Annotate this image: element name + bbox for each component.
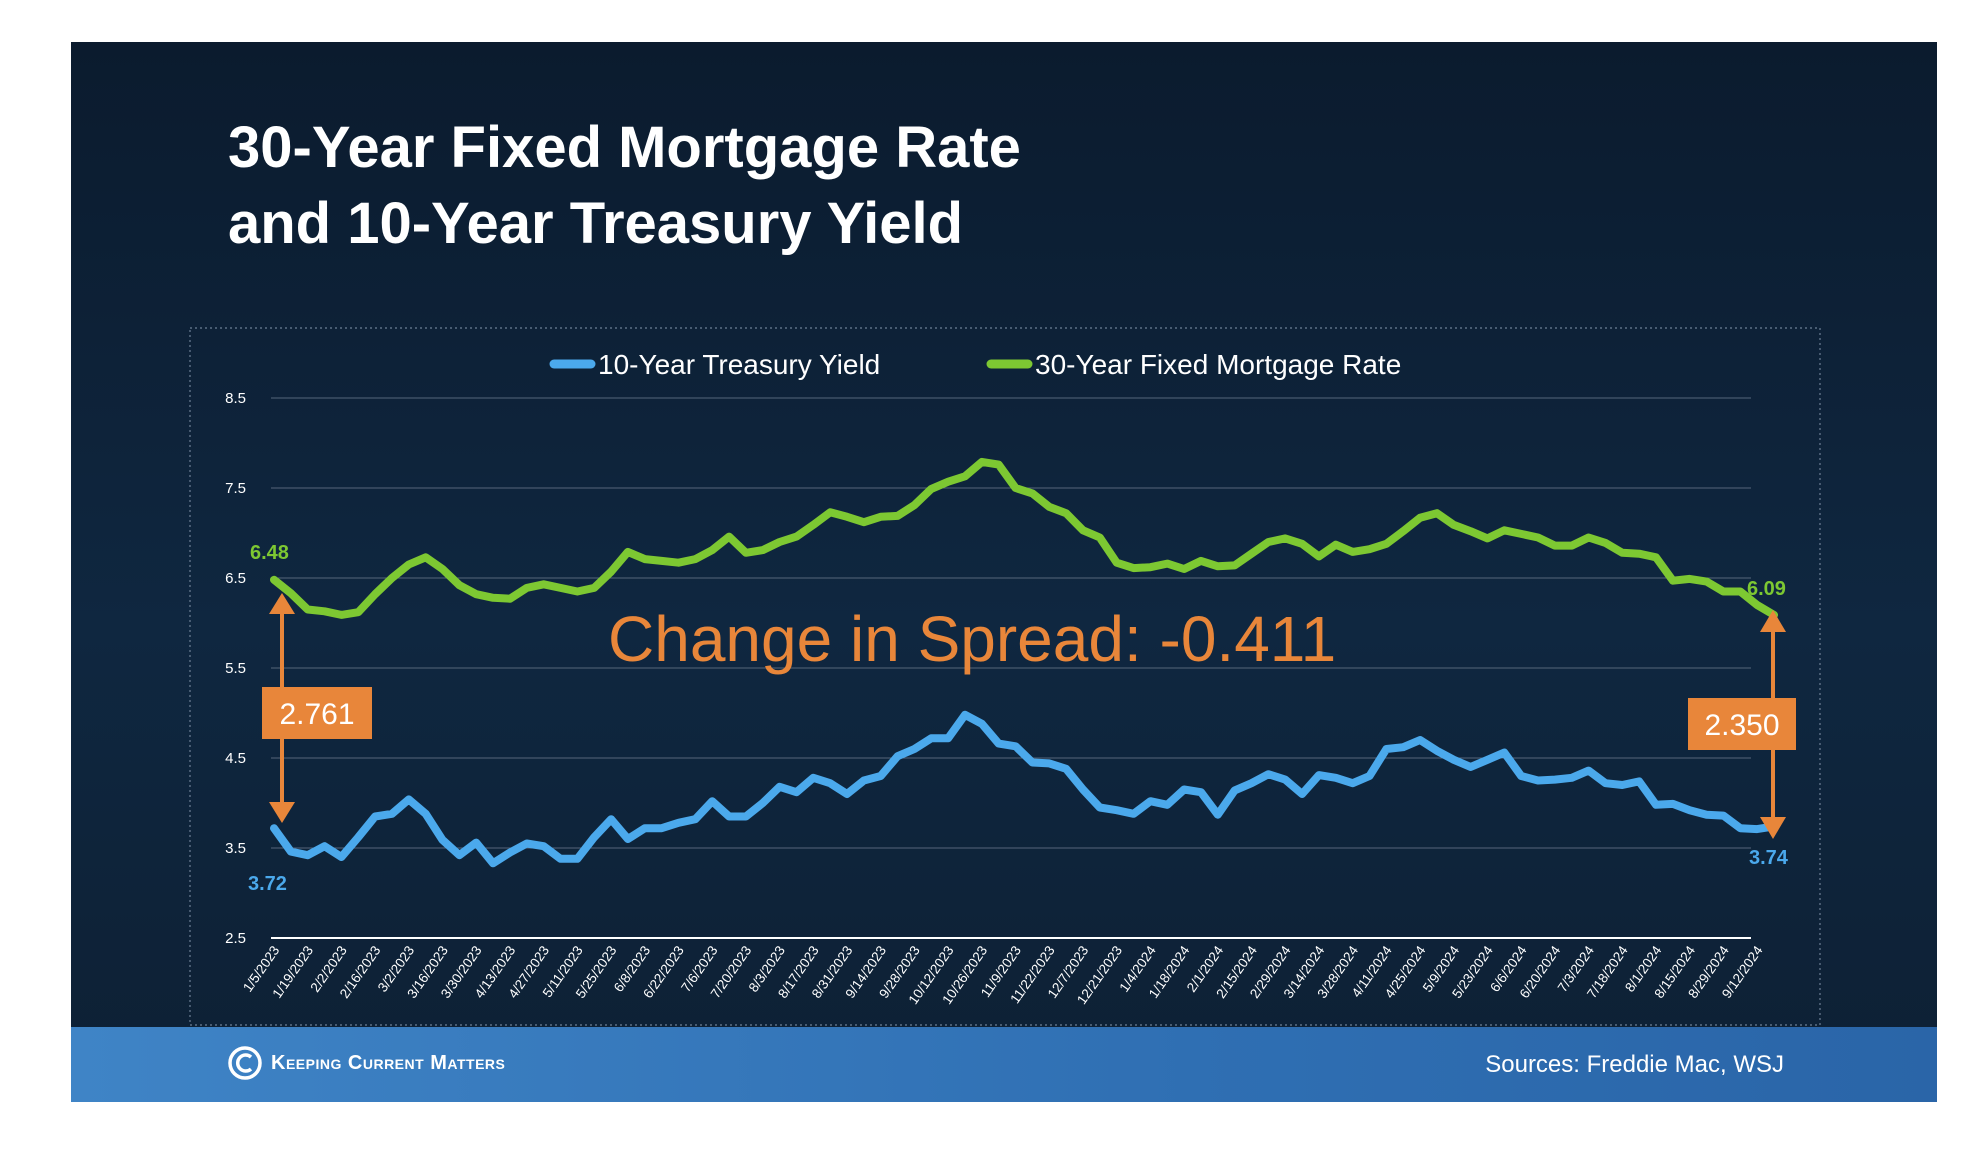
title-line-2: and 10-Year Treasury Yield [228,191,964,256]
spread-end-value: 2.350 [1704,709,1779,742]
logo: Keeping Current Matters [227,1045,505,1081]
legend-label-treasury: 10-Year Treasury Yield [598,349,880,380]
series-line-treasury [270,710,1778,868]
mortgage-end-label: 6.09 [1747,578,1786,600]
mortgage-start-label: 6.48 [250,542,289,564]
slide: 30-Year Fixed Mortgage Rate and 10-Year … [71,42,1937,1102]
sources-text: Sources: Freddie Mac, WSJ [1485,1051,1784,1078]
y-tick-label: 4.5 [225,750,246,767]
treasury-end-label: 3.74 [1749,847,1789,869]
y-tick-label: 5.5 [225,660,246,677]
y-tick-label: 8.5 [225,390,246,407]
chart: 10-Year Treasury Yield 30-Year Fixed Mor… [189,327,1821,1026]
spread-end-box [1688,698,1796,750]
y-axis-ticks: 8.5 7.5 6.5 5.5 4.5 3.5 2.5 [225,390,246,947]
series-lines [270,457,1778,868]
y-tick-label: 7.5 [225,480,246,497]
y-tick-label: 6.5 [225,570,246,587]
legend-label-mortgage: 30-Year Fixed Mortgage Rate [1035,349,1401,380]
page-title: 30-Year Fixed Mortgage Rate and 10-Year … [228,110,1428,262]
treasury-start-label: 3.72 [248,873,287,895]
series-line-mortgage [270,457,1778,619]
x-axis-ticks: 1/5/20231/19/20232/2/20232/16/20233/2/20… [240,943,1766,1007]
chart-frame [189,327,1821,1026]
legend: 10-Year Treasury Yield 30-Year Fixed Mor… [549,349,1401,380]
kcm-logo-icon [228,1046,262,1080]
spread-start-value: 2.761 [279,698,354,731]
logo-text: Keeping Current Matters [271,1051,506,1074]
y-tick-label: 3.5 [225,840,246,857]
footer-bar: Keeping Current Matters Sources: Freddie… [71,1027,1937,1102]
spread-change-label: Change in Spread: -0.411 [608,603,1336,675]
spread-start-box [262,687,372,739]
y-tick-label: 2.5 [225,930,246,947]
title-line-1: 30-Year Fixed Mortgage Rate [228,115,1021,180]
